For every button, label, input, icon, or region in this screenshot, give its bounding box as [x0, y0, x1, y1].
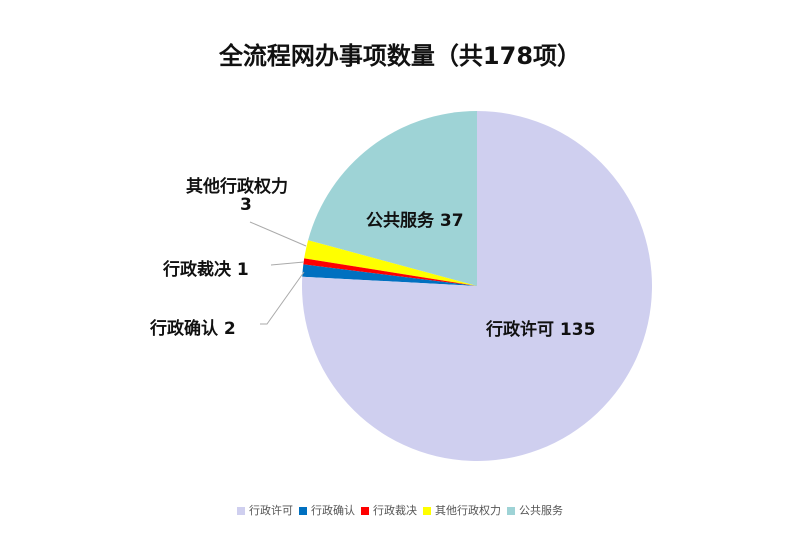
leader-line-confirmation	[260, 271, 305, 325]
data-label-confirmation: 行政确认 2	[150, 319, 236, 339]
pie-slice-4	[308, 111, 477, 286]
data-label-permit: 行政许可 135	[486, 320, 596, 340]
legend-swatch	[423, 507, 431, 515]
legend-label: 行政裁决	[373, 504, 417, 517]
legend-label: 行政许可	[249, 504, 293, 517]
leader-line-adjudication	[270, 261, 305, 266]
legend-item: 其他行政权力	[423, 502, 501, 518]
pie-slice-3	[304, 240, 477, 286]
legend-item: 行政确认	[299, 502, 355, 518]
legend-swatch	[299, 507, 307, 515]
legend-label: 行政确认	[311, 504, 355, 517]
pie-slice-2	[303, 258, 477, 286]
pie-slice-0	[302, 111, 652, 461]
legend-swatch	[237, 507, 245, 515]
legend-item: 公共服务	[507, 502, 563, 518]
data-label-public-service: 公共服务 37	[366, 211, 464, 231]
data-label-adjudication: 行政裁决 1	[163, 260, 249, 280]
legend-swatch	[507, 507, 515, 515]
pie-slice-1	[302, 264, 477, 286]
legend-label: 公共服务	[519, 504, 563, 517]
data-label-other: 其他行政权力	[186, 177, 288, 197]
legend: 行政许可 行政确认 行政裁决 其他行政权力 公共服务	[0, 502, 800, 518]
legend-label: 其他行政权力	[435, 504, 501, 517]
chart-title: 全流程网办事项数量（共178项）	[218, 42, 582, 70]
legend-item: 行政裁决	[361, 502, 417, 518]
leader-line-other	[249, 221, 307, 247]
data-label-other-value: 3	[240, 195, 252, 215]
legend-swatch	[361, 507, 369, 515]
legend-item: 行政许可	[237, 502, 293, 518]
